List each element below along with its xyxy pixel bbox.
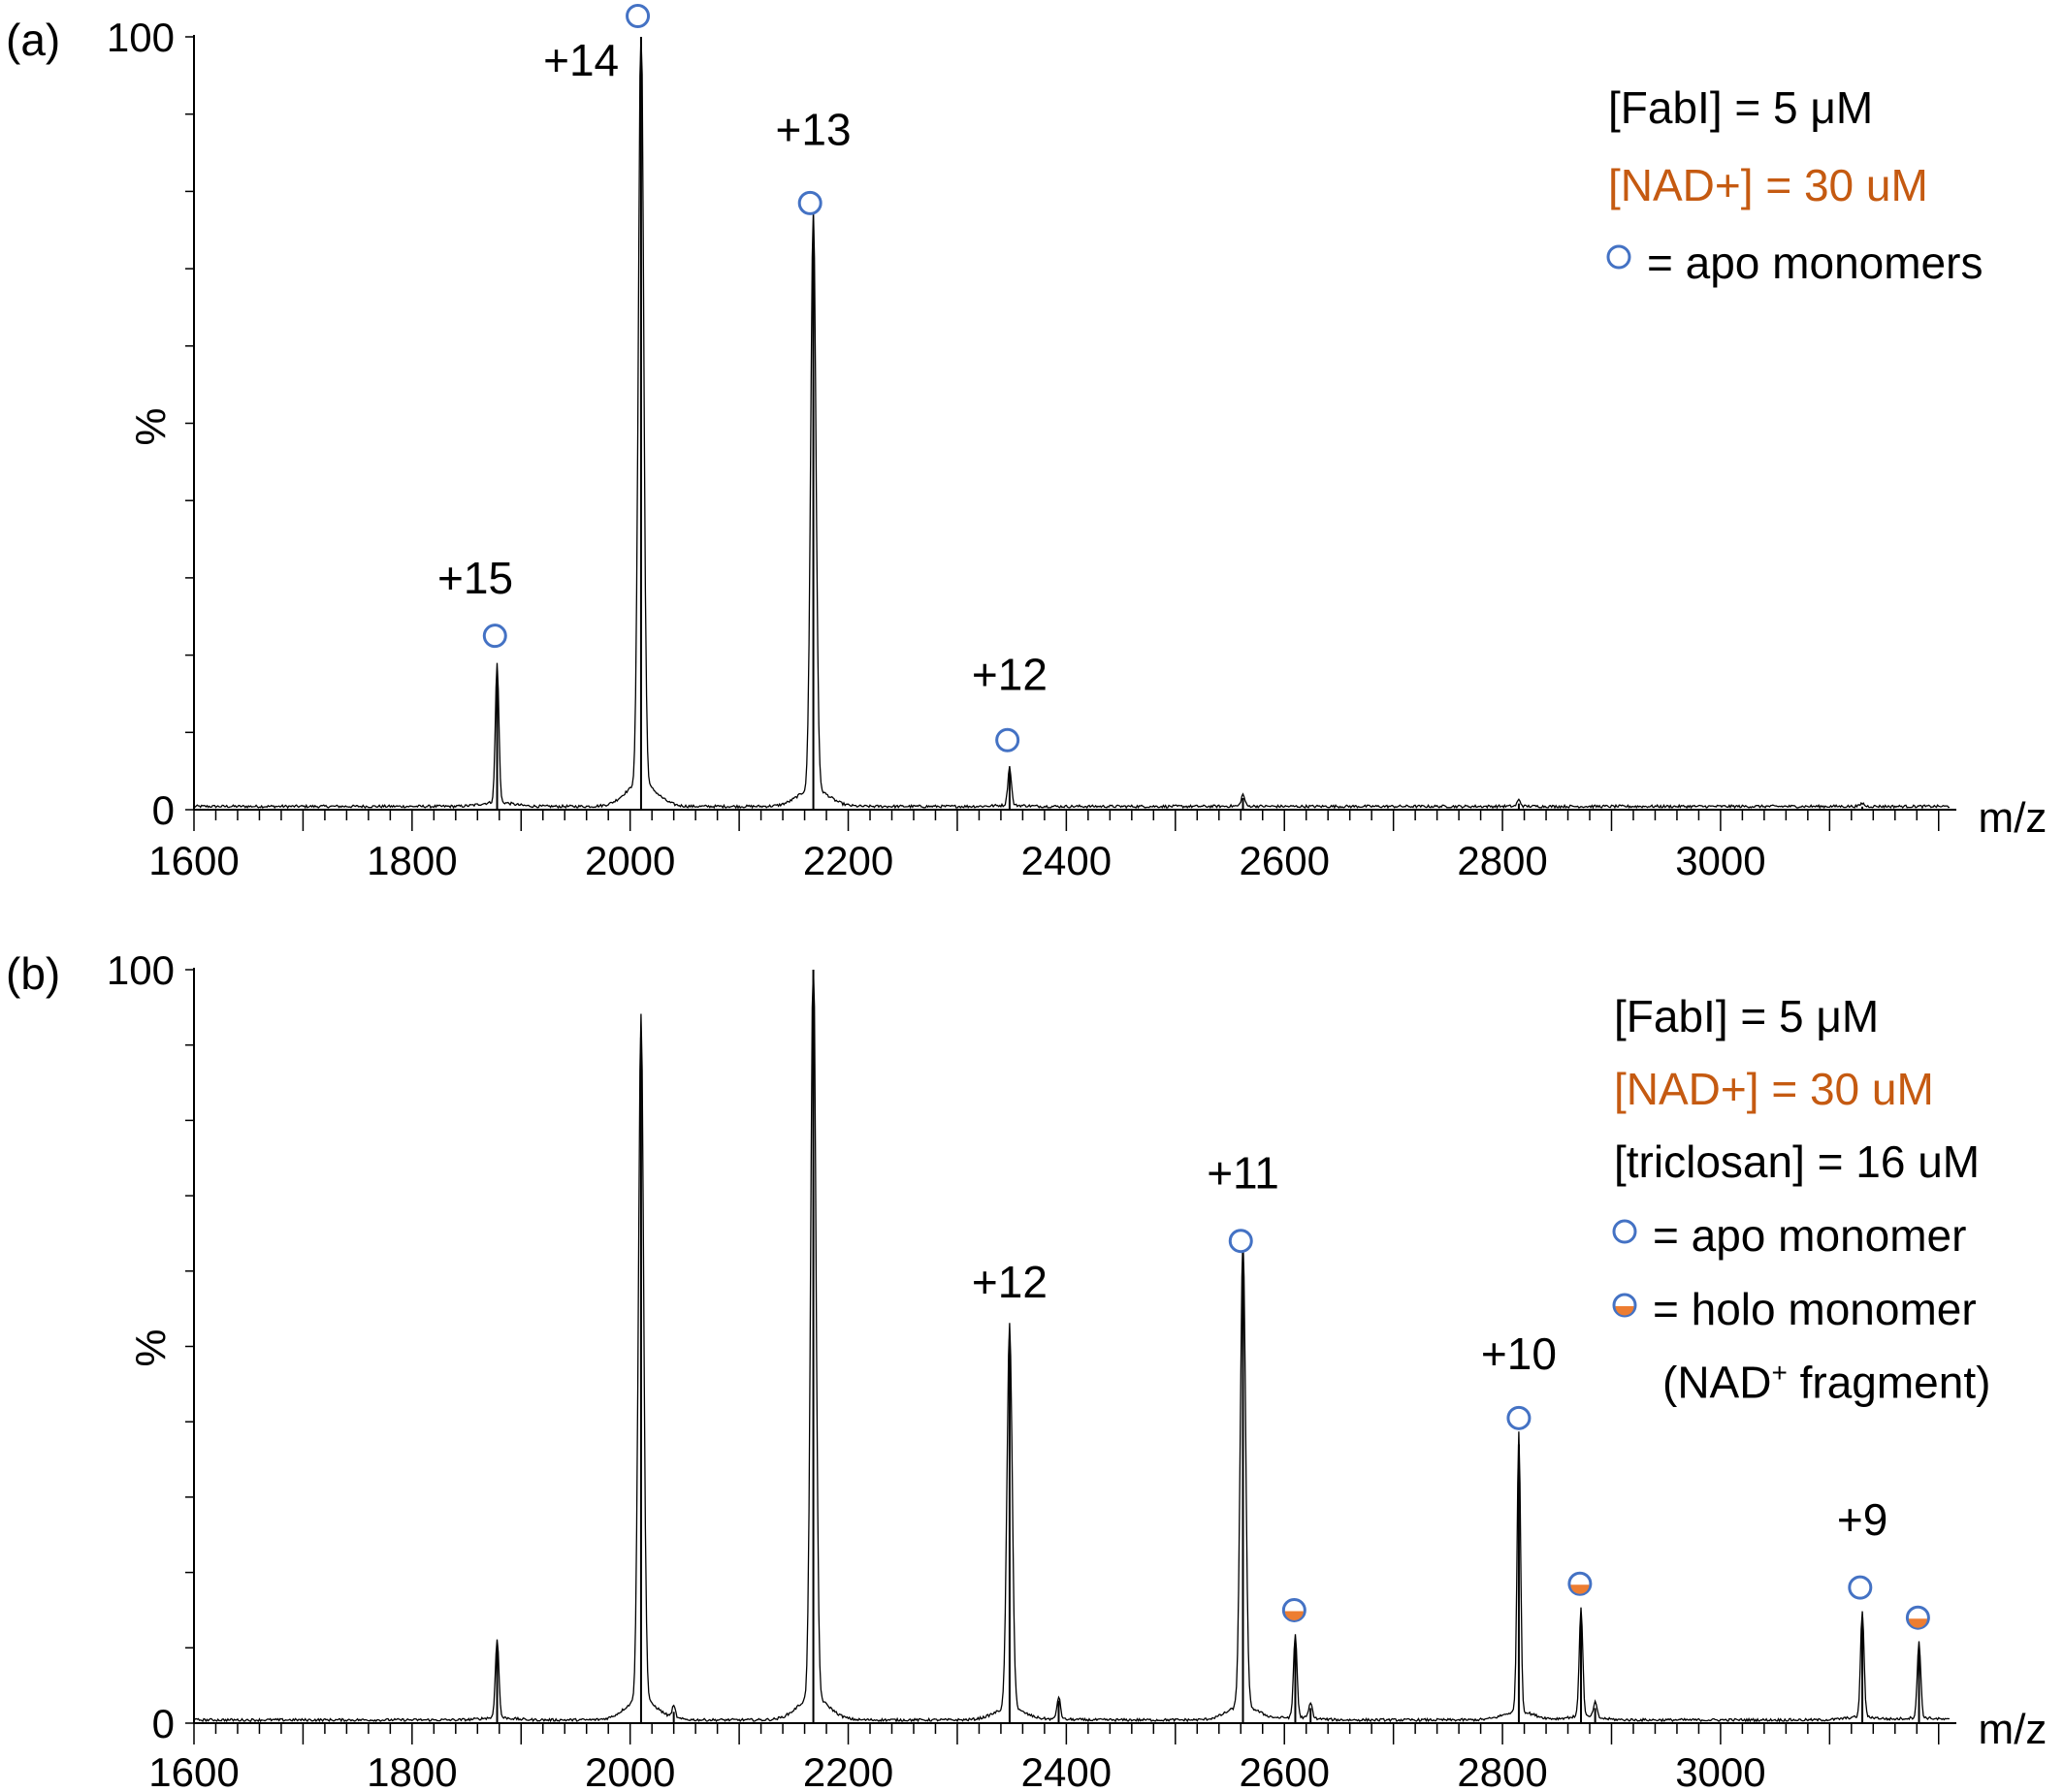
panel-a-x-tick-label: 2600 xyxy=(1240,838,1330,883)
panel-a-x-tick-label: 2800 xyxy=(1457,838,1547,883)
legend-b-apo-marker-icon xyxy=(1610,1217,1639,1250)
panel-a-charge-label: +12 xyxy=(972,649,1048,699)
panel-b-charge-label: +11 xyxy=(1207,1147,1279,1198)
panel-b-x-tick-label: 2800 xyxy=(1457,1749,1547,1792)
panel-b-y-tick-label: 0 xyxy=(152,1701,175,1746)
panel-a-charge-label: +15 xyxy=(437,553,513,603)
panel-b-spectrum-line xyxy=(193,969,1951,1723)
panel-a-y-label: % xyxy=(127,407,175,445)
panel-b-x-tick-label: 2400 xyxy=(1021,1749,1112,1792)
legend-b-fabi: [FabI] = 5 μM xyxy=(1614,991,1880,1041)
panel-a-charge-label: +13 xyxy=(776,105,852,155)
panel-a-x-tick-label: 2200 xyxy=(803,838,893,883)
legend-b-triclosan: [triclosan] = 16 uM xyxy=(1614,1136,1981,1187)
panel-b-label: (b) xyxy=(6,948,61,999)
legend-b-nad: [NAD+] = 30 uM xyxy=(1614,1064,1934,1114)
panel-b-apo-marker xyxy=(1506,1405,1532,1430)
legend-a-apo-marker-icon xyxy=(1604,242,1633,275)
panel-b-charge-label: +12 xyxy=(972,1257,1048,1307)
panel-a-apo-marker xyxy=(797,190,822,215)
legend-a-nad: [NAD+] = 30 uM xyxy=(1608,160,1928,210)
panel-a-x-tick-label: 1600 xyxy=(148,838,239,883)
panel-b-x-tick-label: 3000 xyxy=(1675,1749,1765,1792)
panel-b-y-label: % xyxy=(127,1328,175,1366)
legend-b-fragment-note: (NAD+ fragment) xyxy=(1662,1357,1991,1408)
panel-b-apo-marker xyxy=(1848,1575,1873,1600)
panel-b-apo-marker xyxy=(1228,1229,1253,1254)
panel-a-apo-marker xyxy=(626,3,651,28)
panel-a-spectrum-line xyxy=(193,36,1951,810)
panel-b-x-tick-label: 2600 xyxy=(1240,1749,1330,1792)
panel-a-x-tick-label: 2400 xyxy=(1021,838,1112,883)
panel-a-apo-marker xyxy=(482,624,507,649)
panel-a-x-tick-label: 3000 xyxy=(1675,838,1765,883)
legend-a-apo-text: = apo monomers xyxy=(1647,238,1983,288)
panel-a-x-tick-label: 2000 xyxy=(585,838,675,883)
legend-b-fragment-sup: + xyxy=(1771,1358,1788,1388)
panel-b-x-tick-label: 2200 xyxy=(803,1749,893,1792)
panel-a-x-tick-label: 1800 xyxy=(367,838,457,883)
legend-b-fragment-prefix: (NAD xyxy=(1662,1357,1772,1408)
panel-b-x-label: m/z xyxy=(1979,1706,2048,1753)
legend-a-fabi: [FabI] = 5 μM xyxy=(1608,82,1874,133)
panel-a-y-tick-label: 0 xyxy=(152,787,175,833)
panel-b-charge-label: +10 xyxy=(1481,1328,1557,1379)
panel-a-apo-marker xyxy=(995,727,1020,752)
panel-a-x-label: m/z xyxy=(1979,794,2048,842)
legend-b-holo-text: = holo monomer xyxy=(1653,1284,1977,1334)
panel-a-label: (a) xyxy=(6,15,61,65)
legend-b-holo-marker-icon xyxy=(1610,1291,1639,1324)
panel-b-y-tick-label: 100 xyxy=(107,947,175,993)
panel-b-x-tick-label: 1600 xyxy=(148,1749,239,1792)
panel-b-charge-label: +9 xyxy=(1837,1494,1887,1545)
panel-b-x-tick-label: 1800 xyxy=(367,1749,457,1792)
panel-b-holo-marker-fill xyxy=(1908,1618,1927,1628)
panel-b-holo-marker-fill xyxy=(1570,1584,1590,1594)
legend-b-apo-text: = apo monomer xyxy=(1653,1210,1967,1261)
panel-b-holo-marker-fill xyxy=(1284,1611,1304,1620)
panel-a-y-tick-label: 100 xyxy=(107,15,175,60)
legend-b-fragment-tail: fragment) xyxy=(1787,1357,1991,1408)
panel-a-charge-label: +14 xyxy=(543,35,619,85)
panel-b-x-tick-label: 2000 xyxy=(585,1749,675,1792)
